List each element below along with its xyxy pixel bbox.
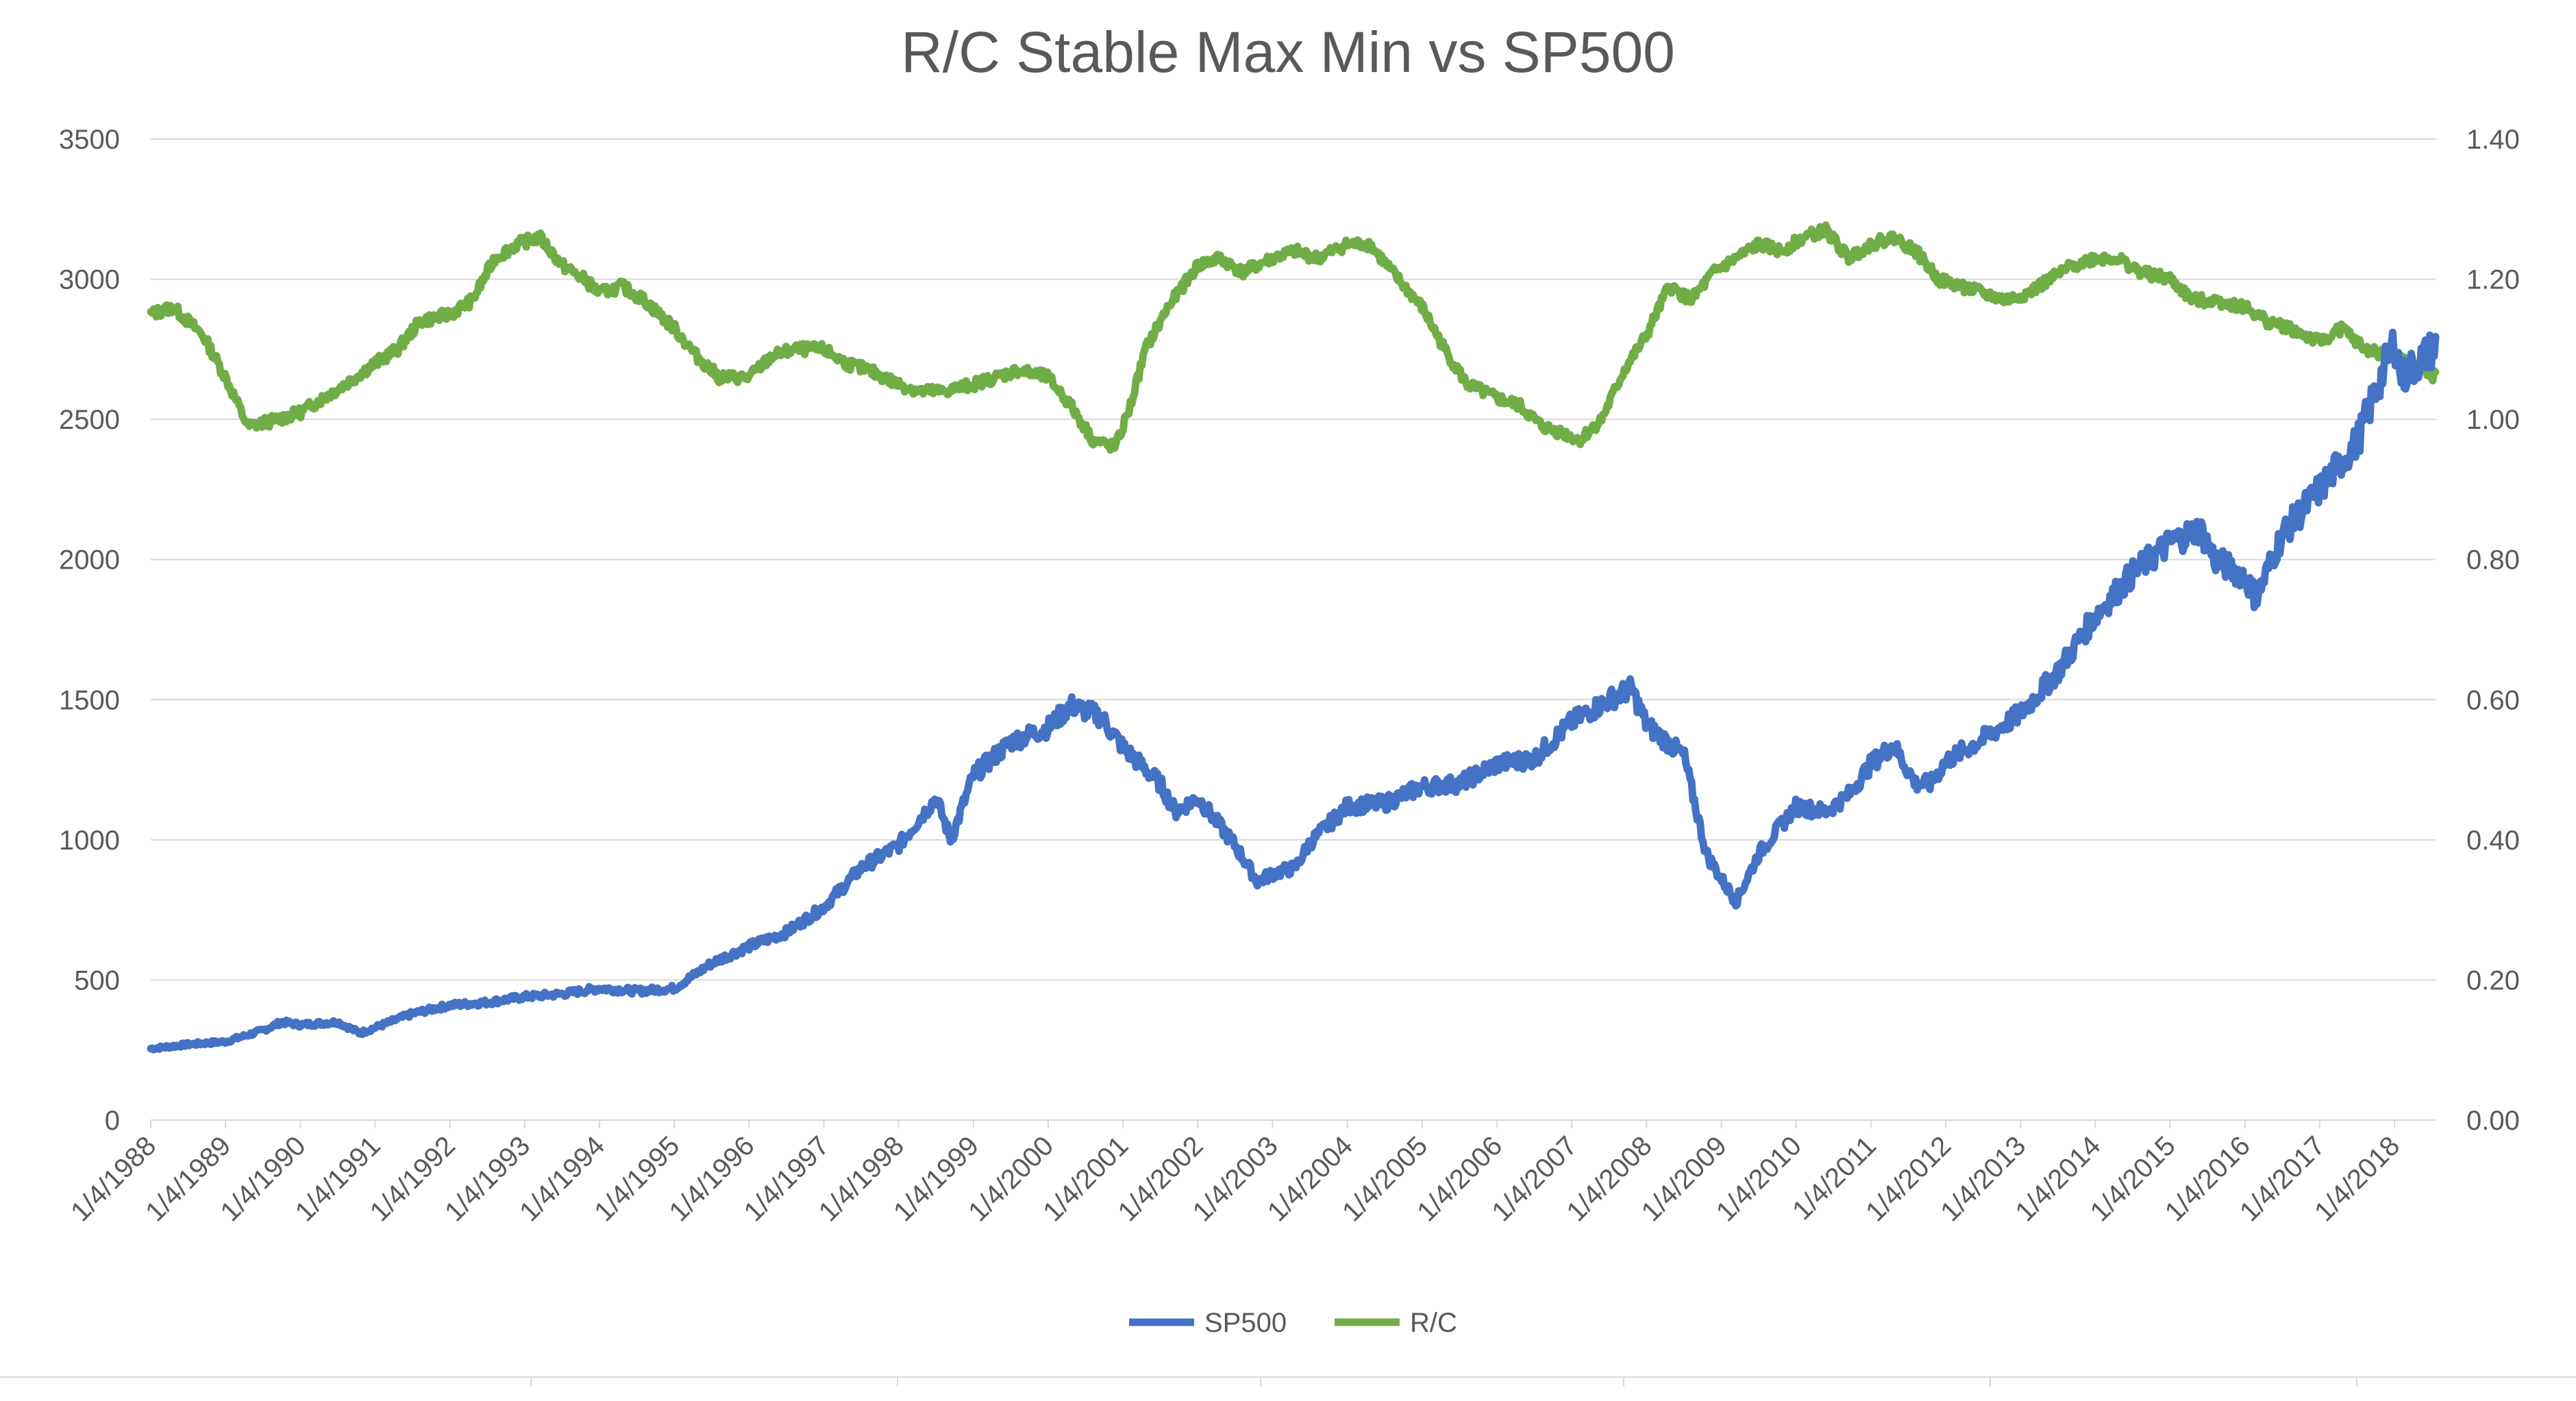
right-y-tick-label: 0.80 <box>2466 545 2520 575</box>
sp500-series-line <box>147 328 2440 1054</box>
chart-title: R/C Stable Max Min vs SP500 <box>901 20 1675 84</box>
gridlines <box>151 138 2436 1121</box>
rc-series-line <box>147 221 2440 454</box>
left-y-tick-label: 2500 <box>59 405 120 435</box>
legend-sp500-label: SP500 <box>1204 1308 1287 1338</box>
left-y-tick-label: 1500 <box>59 685 120 715</box>
right-y-tick-label: 0.60 <box>2466 685 2520 715</box>
left-y-tick-label: 500 <box>74 965 120 995</box>
right-y-tick-label: 0.00 <box>2466 1106 2520 1136</box>
right-y-tick-label: 0.20 <box>2466 965 2520 995</box>
series-layer <box>147 221 2440 1054</box>
right-y-tick-label: 1.20 <box>2466 265 2520 295</box>
right-y-tick-label: 0.40 <box>2466 826 2520 856</box>
legend: SP500 R/C <box>1129 1308 1457 1338</box>
left-y-tick-label: 2000 <box>59 545 120 575</box>
footer-divider <box>0 1376 2576 1387</box>
left-y-axis-ticks: 0 500 1000 1500 2000 2500 3000 3500 <box>59 125 120 1136</box>
x-axis-ticks: 1/4/19881/4/19891/4/19901/4/19911/4/1992… <box>65 1120 2405 1227</box>
right-y-tick-label: 1.40 <box>2466 125 2520 155</box>
legend-rc-label: R/C <box>1410 1308 1457 1338</box>
left-y-tick-label: 3000 <box>59 265 120 295</box>
right-y-axis-ticks: 0.00 0.20 0.40 0.60 0.80 1.00 1.20 1.40 <box>2466 125 2520 1136</box>
left-y-tick-label: 1000 <box>59 826 120 856</box>
left-y-tick-label: 0 <box>105 1106 120 1136</box>
left-y-tick-label: 3500 <box>59 125 120 155</box>
right-y-tick-label: 1.00 <box>2466 405 2520 435</box>
